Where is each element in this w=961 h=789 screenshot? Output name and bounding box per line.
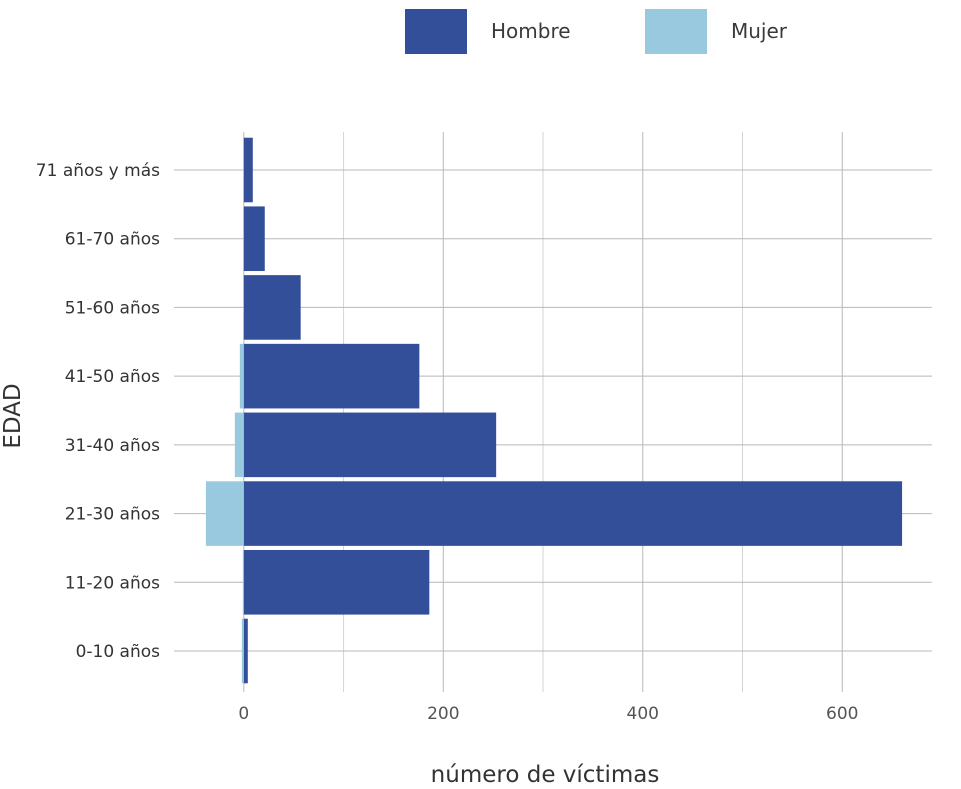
y-tick-label: 71 años y más bbox=[36, 161, 160, 181]
bar-hombre-6 bbox=[243, 206, 265, 272]
legend-item-mujer: Mujer bbox=[645, 9, 788, 54]
bar-hombre-4 bbox=[243, 343, 420, 409]
bar-hombre-2 bbox=[243, 481, 903, 546]
legend-item-hombre: Hombre bbox=[405, 9, 571, 54]
y-tick-label: 61-70 años bbox=[65, 230, 160, 250]
y-tick-label: 0-10 años bbox=[76, 642, 161, 662]
y-tick-label: 51-60 años bbox=[65, 298, 160, 318]
bar-hombre-0 bbox=[243, 618, 248, 684]
legend-label: Hombre bbox=[491, 19, 571, 43]
bar-hombre-1 bbox=[243, 549, 430, 615]
x-tick-label: 200 bbox=[427, 704, 459, 724]
y-axis-title: EDAD bbox=[0, 383, 26, 448]
y-tick-label: 21-30 años bbox=[65, 505, 160, 525]
bar-mujer-4 bbox=[239, 343, 244, 409]
bar-mujer-0 bbox=[241, 618, 244, 684]
y-tick-labels: 0-10 años 11-20 años 21-30 años 31-40 años 4… bbox=[36, 161, 160, 662]
bar-hombre-5 bbox=[243, 275, 301, 340]
x-axis-title: número de víctimas bbox=[431, 762, 660, 788]
bar-mujer-1 bbox=[242, 549, 244, 615]
legend-label: Mujer bbox=[731, 19, 788, 43]
y-tick-label: 11-20 años bbox=[65, 573, 160, 593]
legend-swatch bbox=[405, 9, 467, 54]
bar-hombre-7 bbox=[243, 137, 253, 203]
x-tick-label: 400 bbox=[627, 704, 659, 724]
legend: Hombre Mujer bbox=[405, 9, 788, 54]
bar-mujer-2 bbox=[205, 481, 244, 546]
bars bbox=[205, 137, 903, 684]
y-tick-label: 41-50 años bbox=[65, 367, 160, 387]
x-tick-label: 0 bbox=[238, 704, 249, 724]
x-tick-label: 600 bbox=[826, 704, 858, 724]
x-tick-labels: 0 200 400 600 bbox=[238, 704, 858, 724]
y-tick-label: 31-40 años bbox=[65, 436, 160, 456]
bar-mujer-3 bbox=[234, 412, 244, 478]
legend-swatch bbox=[645, 9, 707, 54]
bar-hombre-3 bbox=[243, 412, 497, 478]
